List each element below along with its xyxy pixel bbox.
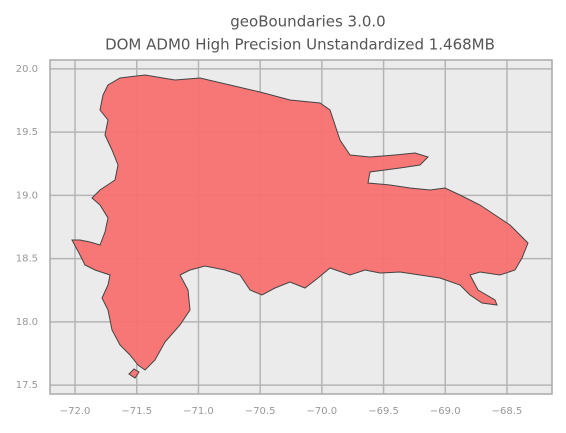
x-tick-label: −68.5 (492, 406, 523, 417)
chart-title: geoBoundaries 3.0.0 (230, 13, 385, 31)
plot-border (49, 59, 553, 395)
chart-subtitle: DOM ADM0 High Precision Unstandardized 1… (105, 36, 495, 54)
y-tick-label: 17.5 (16, 380, 38, 391)
x-tick-label: −71.5 (121, 406, 152, 417)
y-tick-label: 20.0 (16, 64, 38, 75)
y-tick-label: 19.5 (16, 127, 38, 138)
country-outline (71, 74, 529, 379)
y-tick-label: 18.0 (16, 317, 38, 328)
x-tick-label: −70.5 (245, 406, 276, 417)
x-tick-label: −69.5 (368, 406, 399, 417)
y-tick-label: 19.0 (16, 190, 38, 201)
y-tick-label: 18.5 (16, 254, 38, 265)
x-tick-label: −70.0 (307, 406, 338, 417)
x-tick-label: −69.0 (430, 406, 461, 417)
x-tick-label: −72.0 (60, 406, 91, 417)
x-tick-label: −71.0 (183, 406, 214, 417)
